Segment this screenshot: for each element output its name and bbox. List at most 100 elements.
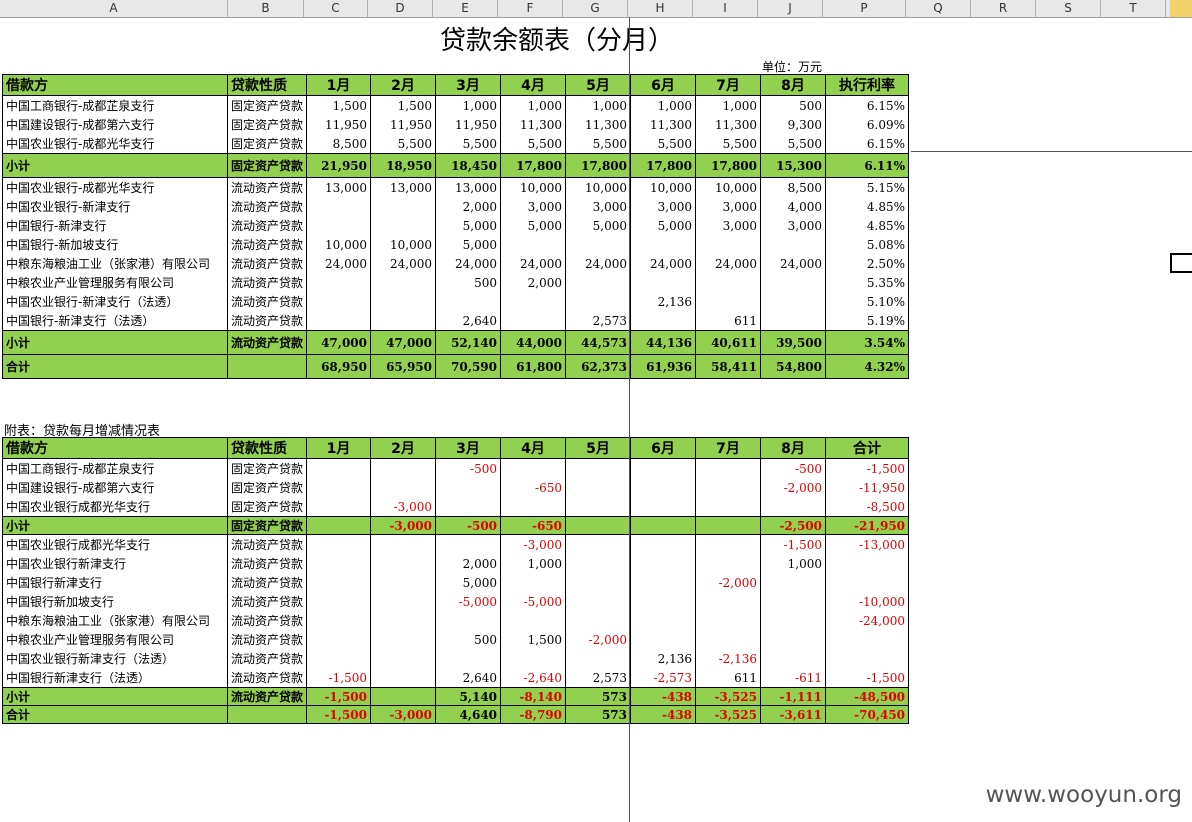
cell-loan-type[interactable]: 流动资产贷款 [226,292,308,311]
cell-loan-type[interactable]: 流动资产贷款 [226,273,308,292]
cell-value[interactable]: 3.54% [825,330,910,355]
cell-loan-type[interactable]: 流动资产贷款 [226,649,308,668]
active-cell-selection[interactable] [1170,253,1192,273]
cell-loan-type[interactable]: 流动资产贷款 [226,668,308,688]
cell-value[interactable] [695,516,762,535]
cell-value[interactable]: 24,000 [760,254,827,273]
column-header-j[interactable]: J [758,0,823,17]
cell-value[interactable]: -21,950 [825,516,910,535]
cell-value[interactable]: 11,950 [435,115,502,134]
cell-value[interactable]: -3,525 [695,687,762,706]
cell-value[interactable]: 4.85% [825,197,910,216]
cell-loan-type[interactable]: 流动资产贷款 [226,687,308,706]
cell-value[interactable]: 611 [695,668,762,688]
cell-value[interactable]: 24,000 [370,254,437,273]
cell-loan-type[interactable] [226,705,308,724]
cell-value[interactable]: 11,950 [306,115,372,134]
cell-value[interactable]: 7月 [695,74,762,96]
cell-value[interactable] [370,668,437,688]
cell-borrower[interactable]: 合计 [2,354,228,379]
cell-loan-type[interactable]: 流动资产贷款 [226,254,308,273]
cell-borrower[interactable]: 中国农业银行-新津支行（法透） [2,292,228,311]
cell-value[interactable]: -438 [630,687,697,706]
cell-value[interactable]: 8月 [760,437,827,459]
cell-value[interactable]: -3,525 [695,705,762,724]
cell-value[interactable] [370,273,437,292]
cell-value[interactable]: 2,000 [435,554,502,573]
cell-value[interactable] [306,216,372,235]
column-header-t[interactable]: T [1101,0,1166,17]
cell-value[interactable]: 5.35% [825,273,910,292]
cell-value[interactable] [306,649,372,668]
cell-value[interactable] [500,649,567,668]
cell-value[interactable] [500,311,567,331]
cell-value[interactable]: 24,000 [565,254,632,273]
cell-value[interactable] [306,458,372,478]
cell-value[interactable] [500,235,567,254]
cell-borrower[interactable]: 中国农业银行新津支行（法透） [2,649,228,668]
cell-value[interactable] [630,235,697,254]
cell-value[interactable]: 5,500 [435,134,502,154]
cell-value[interactable] [695,273,762,292]
cell-value[interactable]: -500 [435,458,502,478]
cell-value[interactable]: -3,000 [370,705,437,724]
cell-borrower[interactable]: 中国银行新津支行（法透） [2,668,228,688]
cell-value[interactable]: -1,500 [306,705,372,724]
cell-borrower[interactable]: 中国银行-新津支行（法透） [2,311,228,331]
cell-value[interactable]: 54,800 [760,354,827,379]
cell-value[interactable]: -24,000 [825,611,910,630]
cell-value[interactable]: 5,000 [500,216,567,235]
cell-value[interactable]: 3,000 [695,197,762,216]
cell-borrower[interactable]: 借款方 [2,437,228,459]
cell-value[interactable] [630,458,697,478]
cell-value[interactable]: 2,573 [565,668,632,688]
column-header-e[interactable]: E [433,0,498,17]
cell-value[interactable]: 5月 [565,437,632,459]
cell-value[interactable]: 2月 [370,437,437,459]
cell-value[interactable]: 17,800 [695,153,762,178]
cell-value[interactable]: 3月 [435,74,502,96]
cell-value[interactable] [630,630,697,649]
cell-value[interactable]: 10,000 [370,235,437,254]
cell-value[interactable]: 8月 [760,74,827,96]
cell-loan-type[interactable]: 固定资产贷款 [226,458,308,478]
column-header-r[interactable]: R [971,0,1036,17]
cell-value[interactable]: 5月 [565,74,632,96]
cell-value[interactable]: -500 [435,516,502,535]
cell-value[interactable]: 6月 [630,437,697,459]
cell-value[interactable]: 47,000 [306,330,372,355]
cell-borrower[interactable]: 中国农业银行新津支行 [2,554,228,573]
cell-value[interactable]: -3,000 [500,534,567,554]
cell-value[interactable]: 11,300 [500,115,567,134]
cell-value[interactable]: 68,950 [306,354,372,379]
cell-value[interactable]: 10,000 [306,235,372,254]
cell-borrower[interactable]: 中粮东海粮油工业（张家港）有限公司 [2,611,228,630]
cell-value[interactable]: 5,000 [435,235,502,254]
cell-value[interactable]: 47,000 [370,330,437,355]
cell-value[interactable] [370,478,437,497]
cell-value[interactable]: 10,000 [630,177,697,197]
cell-value[interactable] [306,534,372,554]
cell-value[interactable] [565,458,632,478]
cell-value[interactable] [565,611,632,630]
cell-value[interactable]: 1,000 [695,95,762,115]
cell-value[interactable]: 4,640 [435,705,502,724]
cell-value[interactable] [695,458,762,478]
cell-value[interactable]: -500 [760,458,827,478]
cell-value[interactable]: 5,000 [630,216,697,235]
cell-value[interactable]: 15,300 [760,153,827,178]
cell-loan-type[interactable] [226,354,308,379]
cell-value[interactable] [630,273,697,292]
cell-value[interactable]: 500 [435,630,502,649]
cell-value[interactable]: 2,000 [500,273,567,292]
cell-value[interactable]: 2,000 [435,197,502,216]
cell-value[interactable]: -1,500 [760,534,827,554]
cell-value[interactable]: -13,000 [825,534,910,554]
cell-value[interactable]: 2,136 [630,292,697,311]
cell-value[interactable] [760,235,827,254]
cell-value[interactable] [306,497,372,517]
cell-value[interactable]: 573 [565,687,632,706]
cell-value[interactable]: 4.85% [825,216,910,235]
cell-value[interactable]: -1,500 [825,458,910,478]
cell-value[interactable]: 5,500 [370,134,437,154]
